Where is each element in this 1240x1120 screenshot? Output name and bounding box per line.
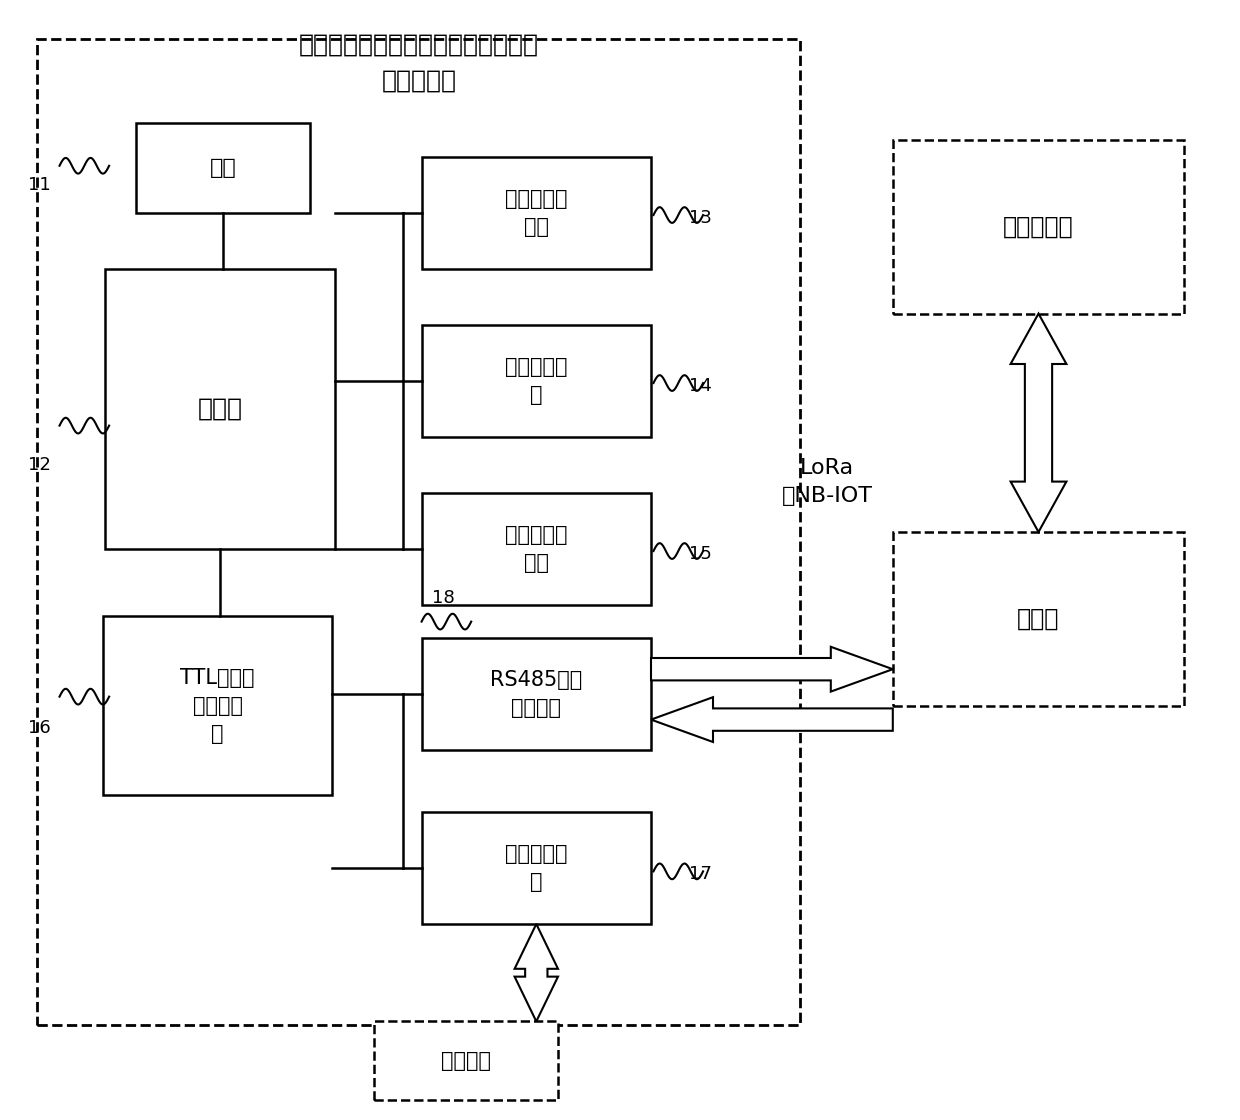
Text: 嵌入式的可测量排污管道多参数的微: 嵌入式的可测量排污管道多参数的微 xyxy=(299,32,539,57)
Text: 后台服务器: 后台服务器 xyxy=(1003,215,1074,239)
Text: 薄膜压力传
感器: 薄膜压力传 感器 xyxy=(505,189,568,236)
Text: 11: 11 xyxy=(29,176,51,194)
Text: RS485有线
通讯模块: RS485有线 通讯模块 xyxy=(490,671,583,718)
Bar xyxy=(422,157,651,269)
Polygon shape xyxy=(651,697,893,743)
Text: 电源: 电源 xyxy=(210,158,237,178)
Bar xyxy=(422,812,651,924)
Text: 移动终端: 移动终端 xyxy=(441,1051,491,1071)
Bar xyxy=(374,1021,558,1100)
Text: 16: 16 xyxy=(29,719,51,737)
Text: 型电子装置: 型电子装置 xyxy=(382,68,456,93)
Bar xyxy=(105,269,335,549)
Bar xyxy=(893,532,1184,706)
Polygon shape xyxy=(651,646,893,691)
Text: 12: 12 xyxy=(29,456,51,474)
Bar xyxy=(136,123,310,213)
Text: 15: 15 xyxy=(689,545,712,563)
Bar xyxy=(422,325,651,437)
Text: 水流量传感
器: 水流量传感 器 xyxy=(505,357,568,404)
Polygon shape xyxy=(515,924,558,1021)
Bar xyxy=(103,616,332,795)
Text: LoRa
或NB-IOT: LoRa 或NB-IOT xyxy=(781,458,873,505)
Text: 地面桩: 地面桩 xyxy=(1017,607,1060,631)
Bar xyxy=(37,39,800,1025)
Bar xyxy=(422,638,651,750)
Bar xyxy=(422,493,651,605)
Text: 18: 18 xyxy=(432,589,454,607)
Text: 单片机: 单片机 xyxy=(197,396,243,421)
Text: 浊度水质传
感器: 浊度水质传 感器 xyxy=(505,525,568,572)
Text: 无线通讯模
块: 无线通讯模 块 xyxy=(505,844,568,892)
Text: TTL电平信
号处理模
块: TTL电平信 号处理模 块 xyxy=(180,668,255,744)
Text: 14: 14 xyxy=(689,377,712,395)
Text: 17: 17 xyxy=(689,865,712,883)
Bar xyxy=(893,140,1184,314)
Text: 13: 13 xyxy=(689,209,712,227)
Polygon shape xyxy=(1011,314,1066,532)
